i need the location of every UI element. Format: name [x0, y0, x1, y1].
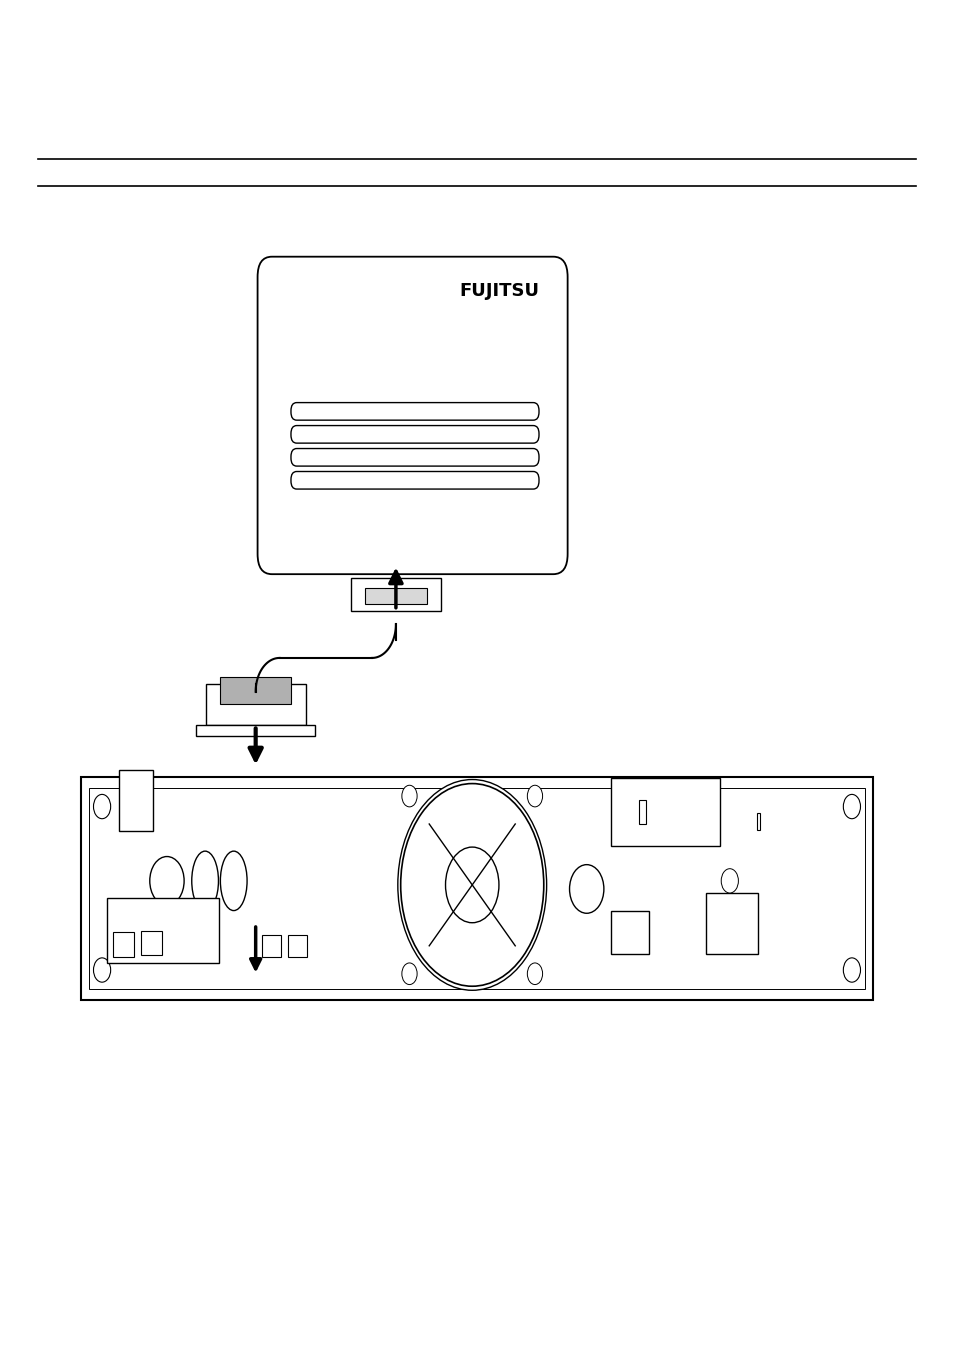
Ellipse shape — [220, 851, 247, 911]
FancyBboxPatch shape — [107, 898, 219, 963]
Circle shape — [569, 865, 603, 913]
FancyBboxPatch shape — [291, 426, 538, 443]
FancyBboxPatch shape — [89, 788, 864, 989]
Bar — [196, 725, 314, 736]
Circle shape — [842, 794, 860, 819]
FancyBboxPatch shape — [81, 777, 872, 1000]
Circle shape — [150, 857, 184, 905]
FancyBboxPatch shape — [291, 403, 538, 420]
FancyBboxPatch shape — [705, 893, 758, 954]
FancyBboxPatch shape — [219, 677, 291, 704]
Circle shape — [527, 963, 542, 985]
FancyBboxPatch shape — [112, 932, 133, 957]
FancyBboxPatch shape — [639, 800, 645, 824]
FancyBboxPatch shape — [262, 935, 281, 957]
Circle shape — [527, 785, 542, 807]
Ellipse shape — [192, 851, 218, 911]
FancyBboxPatch shape — [206, 684, 305, 725]
FancyBboxPatch shape — [257, 257, 567, 574]
Circle shape — [445, 847, 498, 923]
Circle shape — [720, 869, 738, 893]
FancyBboxPatch shape — [756, 813, 760, 830]
Circle shape — [401, 963, 416, 985]
FancyBboxPatch shape — [291, 471, 538, 489]
Circle shape — [842, 958, 860, 982]
FancyBboxPatch shape — [351, 578, 440, 611]
Circle shape — [401, 785, 416, 807]
FancyBboxPatch shape — [364, 588, 426, 604]
FancyBboxPatch shape — [610, 911, 648, 954]
FancyBboxPatch shape — [119, 770, 152, 831]
FancyBboxPatch shape — [288, 935, 307, 957]
Circle shape — [93, 794, 111, 819]
Circle shape — [397, 780, 546, 990]
Text: FUJITSU: FUJITSU — [458, 282, 538, 300]
Circle shape — [400, 784, 543, 986]
FancyBboxPatch shape — [141, 931, 162, 955]
FancyBboxPatch shape — [291, 449, 538, 466]
FancyBboxPatch shape — [610, 778, 720, 846]
Circle shape — [93, 958, 111, 982]
